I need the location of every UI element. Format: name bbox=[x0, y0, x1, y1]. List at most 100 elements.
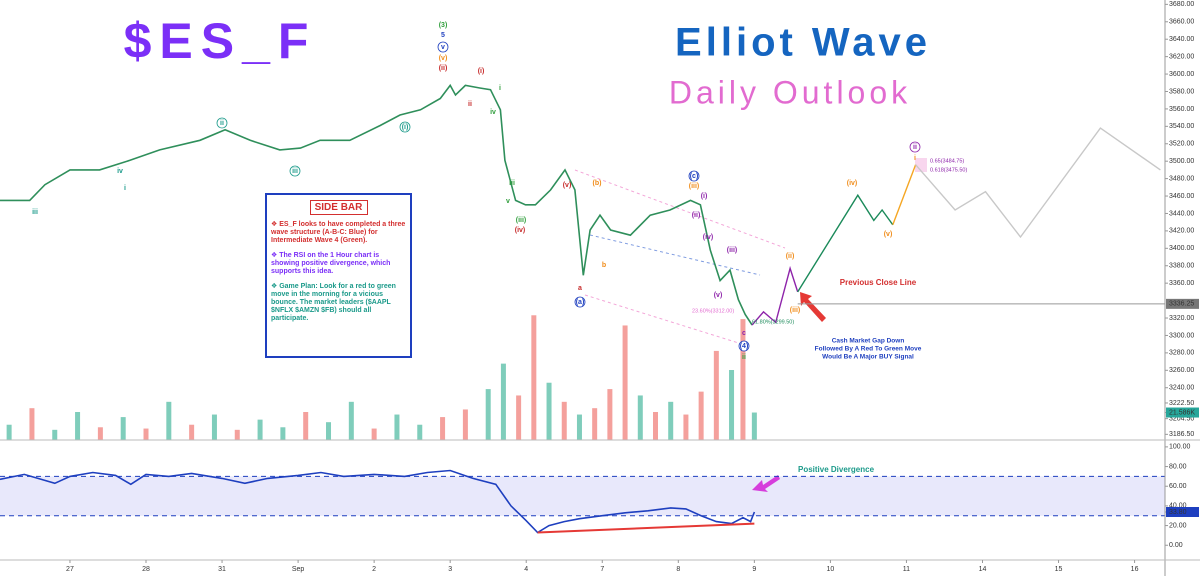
wave-label: i bbox=[914, 155, 916, 162]
x-tick-label: 11 bbox=[903, 566, 910, 573]
volume-bar bbox=[698, 391, 704, 440]
wave-label: ii bbox=[468, 101, 472, 108]
volume-bar bbox=[729, 370, 735, 440]
wave-label: iv bbox=[117, 168, 123, 175]
wave-label: i bbox=[124, 185, 126, 192]
volume-bar bbox=[234, 429, 240, 440]
y-tick-label: 3400.00 bbox=[1169, 245, 1194, 252]
volume-bar bbox=[143, 428, 149, 440]
wave-label: (iii) bbox=[689, 183, 700, 190]
y-tick-label: 100.00 bbox=[1169, 444, 1191, 451]
wave-label: (v) bbox=[563, 182, 572, 189]
volume-bar bbox=[326, 422, 332, 440]
channel-line bbox=[584, 294, 746, 346]
wave-label: 5 bbox=[441, 32, 445, 39]
sidebar-point: ❖ The RSI on the 1 Hour chart is showing… bbox=[271, 252, 391, 275]
x-tick-label: 28 bbox=[142, 566, 150, 573]
y-tick-label: 3222.50 bbox=[1169, 400, 1194, 407]
wave-label: (iii) bbox=[516, 217, 527, 224]
tick-badge bbox=[1166, 298, 1199, 309]
volume-bar bbox=[607, 389, 613, 440]
volume-bar bbox=[29, 408, 35, 440]
channel-line bbox=[589, 234, 761, 276]
series-line bbox=[892, 164, 917, 226]
volume-bar bbox=[653, 412, 659, 440]
series-line bbox=[0, 83, 753, 326]
wave-label: a bbox=[578, 285, 582, 292]
wave-label: (ii) bbox=[786, 253, 795, 260]
y-tick-label: 40.00 bbox=[1169, 503, 1187, 510]
title: $ES_F bbox=[124, 13, 317, 69]
volume-bar bbox=[546, 382, 552, 440]
volume-bar bbox=[485, 389, 491, 440]
y-tick-label: 0.00 bbox=[1169, 542, 1183, 549]
wave-label: iii bbox=[32, 209, 38, 216]
wave-label: (iv) bbox=[847, 180, 858, 187]
y-tick-label: 3460.00 bbox=[1169, 193, 1194, 200]
volume-bar bbox=[303, 412, 309, 440]
wave-circle bbox=[289, 165, 301, 177]
y-tick-label: 3320.00 bbox=[1169, 315, 1194, 322]
wave-label: (a) bbox=[576, 299, 585, 306]
wave-label: (ii) bbox=[692, 212, 701, 219]
y-tick-label: 3520.00 bbox=[1169, 141, 1194, 148]
sidebar-point: ❖ Game Plan: Look for a red to green mov… bbox=[271, 283, 396, 322]
y-tick-label: 3580.00 bbox=[1169, 88, 1194, 95]
wave-label: (v) bbox=[884, 231, 893, 238]
x-tick-label: 16 bbox=[1131, 566, 1139, 573]
wave-label: (iv) bbox=[515, 227, 526, 234]
volume-bar bbox=[6, 424, 12, 440]
volume-bar bbox=[576, 414, 582, 440]
wave-label: iii bbox=[292, 168, 298, 175]
tagline: Daily Outlook bbox=[669, 74, 911, 110]
sidebar: SIDE BAR ❖ ES_F looks to have completed … bbox=[265, 193, 412, 358]
wave-circle bbox=[216, 117, 228, 129]
wave-label: (iii) bbox=[727, 247, 738, 254]
y-tick-label: 3300.00 bbox=[1169, 332, 1194, 339]
volume-bar bbox=[622, 325, 628, 440]
y-tick-label: 3260.00 bbox=[1169, 367, 1194, 374]
y-tick-label: 3480.00 bbox=[1169, 175, 1194, 182]
volume-bar bbox=[668, 401, 674, 440]
y-tick-label: 60.00 bbox=[1169, 483, 1187, 490]
y-tick-label: 80.00 bbox=[1169, 463, 1187, 470]
note: Followed By A Red To Green Move bbox=[815, 346, 922, 353]
y-tick-label: 3240.00 bbox=[1169, 385, 1194, 392]
y-tick-label: 3640.00 bbox=[1169, 36, 1194, 43]
reference-label: Previous Close Line bbox=[840, 278, 917, 287]
y-tick-label: 3186.50 bbox=[1169, 431, 1194, 438]
y-tick-label: 3500.00 bbox=[1169, 158, 1194, 165]
volume-bar bbox=[751, 412, 757, 440]
wave-label: c bbox=[742, 330, 746, 337]
y-tick-label: 3280.00 bbox=[1169, 350, 1194, 357]
wave-label: (ii) bbox=[439, 65, 448, 72]
wave-circle bbox=[437, 41, 449, 53]
x-tick-label: 14 bbox=[979, 566, 987, 573]
y-tick-label: 3360.00 bbox=[1169, 280, 1194, 287]
axis-background bbox=[1165, 0, 1200, 576]
volume-bar bbox=[348, 401, 354, 440]
fib-label: 0.618(3475.50) bbox=[930, 167, 967, 173]
x-tick-label: 2 bbox=[372, 566, 376, 573]
note: Cash Market Gap Down bbox=[832, 338, 905, 345]
x-tick-label: 10 bbox=[827, 566, 835, 573]
x-tick-label: 4 bbox=[524, 566, 528, 573]
y-tick-label: 3440.00 bbox=[1169, 210, 1194, 217]
wave-label: ii bbox=[742, 354, 746, 361]
wave-label: b bbox=[602, 262, 606, 269]
wave-circle bbox=[738, 340, 750, 352]
series-line bbox=[797, 193, 894, 293]
volume-bar bbox=[500, 363, 506, 440]
y-tick-label: 3420.00 bbox=[1169, 228, 1194, 235]
wave-label: (iv) bbox=[703, 234, 714, 241]
wave-label: (3) bbox=[439, 22, 448, 29]
volume-bar bbox=[257, 419, 263, 440]
volume-bar bbox=[592, 408, 598, 440]
y-tick-label: 3660.00 bbox=[1169, 19, 1194, 26]
series-line bbox=[915, 127, 1161, 239]
volume-bar bbox=[683, 414, 689, 440]
x-tick-label: 31 bbox=[218, 566, 226, 573]
rsi-band bbox=[0, 476, 1165, 516]
volume-bar bbox=[211, 414, 217, 440]
